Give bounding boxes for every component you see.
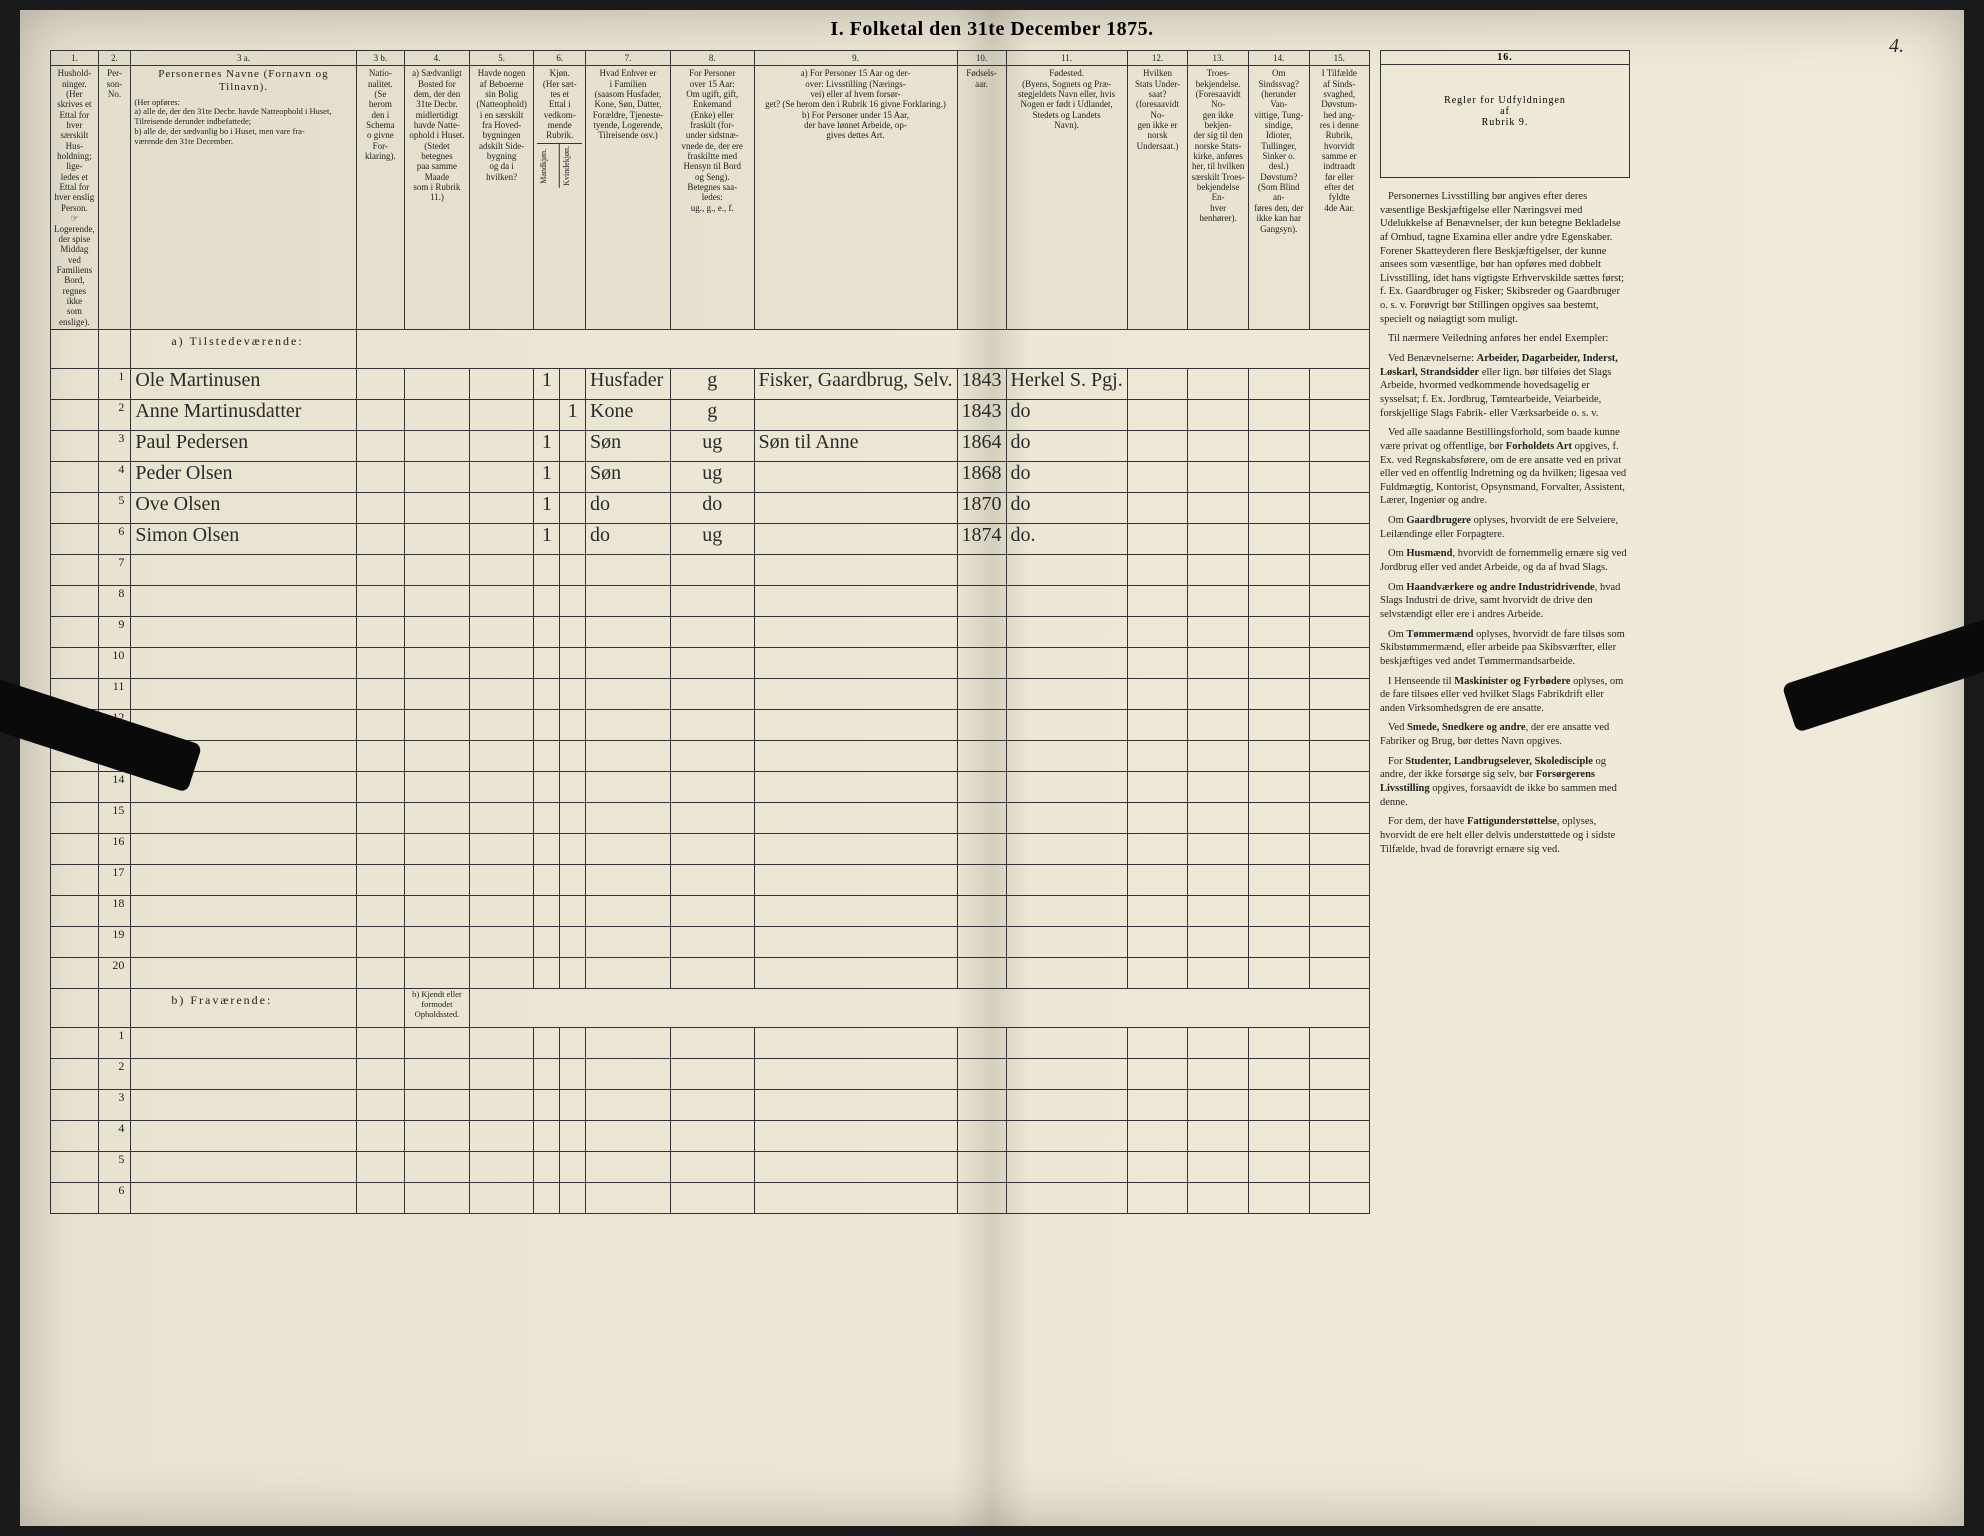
section-b-label: b) Fraværende:: [131, 988, 356, 1027]
table-row: 16: [51, 833, 1370, 864]
coln-3b: 3 b.: [356, 51, 405, 66]
hdr-9: a) For Personer 15 Aar og der-over: Livs…: [754, 66, 957, 330]
table-row: 19: [51, 926, 1370, 957]
hdr-4: a) SædvanligtBosted fordem, der den31te …: [405, 66, 470, 330]
coln-12: 12.: [1127, 51, 1188, 66]
table-row: 17: [51, 864, 1370, 895]
page-title: I. Folketal den 31te December 1875.: [20, 10, 1964, 41]
table-row: 2 Anne Martinusdatter 1 Kone g 1843 do: [51, 399, 1370, 430]
table-row: 6 Simon Olsen 1 do ug 1874 do.: [51, 523, 1370, 554]
coln-15: 15.: [1309, 51, 1369, 66]
table-row: 2: [51, 1058, 1370, 1089]
table-row: 11: [51, 678, 1370, 709]
coln-9: 9.: [754, 51, 957, 66]
hdr-11: Fødested.(Byens, Sognets og Præ-stegjeld…: [1006, 66, 1127, 330]
coln-7: 7.: [586, 51, 671, 66]
table-row: 10: [51, 647, 1370, 678]
hdr-1: Hushold-ninger.(Her skrives etEttal for …: [51, 66, 99, 330]
table-row: 3 Paul Pedersen 1 Søn ug Søn til Anne 18…: [51, 430, 1370, 461]
table-row: 3: [51, 1089, 1370, 1120]
table-row: 9: [51, 616, 1370, 647]
table-row: 4 Peder Olsen 1 Søn ug 1868 do: [51, 461, 1370, 492]
table-row: 15: [51, 802, 1370, 833]
coln-1: 1.: [51, 51, 99, 66]
coln-8: 8.: [670, 51, 754, 66]
hdr-3a: Personernes Navne (Fornavn og Tilnavn). …: [131, 66, 356, 330]
hdr-14: OmSindssvag?(herunder Van-vittige, Tung-…: [1249, 66, 1310, 330]
rules-text: Personernes Livsstilling bør angives eft…: [1380, 190, 1630, 862]
coln-2: 2.: [98, 51, 131, 66]
hdr-2: Per-son-No.: [98, 66, 131, 330]
ledger-spread: I. Folketal den 31te December 1875. 4. 1…: [20, 10, 1964, 1526]
hdr-3b: Natio-nalitet.(Seheromden iSchemao givne…: [356, 66, 405, 330]
table-row: 8: [51, 585, 1370, 616]
coln-4: 4.: [405, 51, 470, 66]
page-number: 4.: [1889, 35, 1904, 58]
table-row: 18: [51, 895, 1370, 926]
hdr-6: Kjøn.(Her sæt-tes etEttal ivedkom-mendeR…: [534, 66, 586, 330]
coln-13: 13.: [1188, 51, 1249, 66]
table-row: 4: [51, 1120, 1370, 1151]
hdr-7: Hvad Enhver eri Familien(saasom Husfader…: [586, 66, 671, 330]
table-row: 6: [51, 1182, 1370, 1213]
table-row: 5 Ove Olsen 1 do do 1870 do: [51, 492, 1370, 523]
binder-clip-right: [1782, 617, 1984, 733]
table-row: 1: [51, 1027, 1370, 1058]
hdr-5: Havde nogenaf Beboernesin Bolig(Natteoph…: [469, 66, 534, 330]
table-row: 7: [51, 554, 1370, 585]
census-table: 1. 2. 3 a. 3 b. 4. 5. 6. 7. 8. 9. 10. 11…: [50, 50, 1370, 1214]
table-row: 5: [51, 1151, 1370, 1182]
table-row: 12: [51, 709, 1370, 740]
hdr-15: I Tilfældeaf Sinds-svaghed,Døvstum-hed a…: [1309, 66, 1369, 330]
coln-14: 14.: [1249, 51, 1310, 66]
hdr-8: For Personerover 15 Aar:Om ugift, gift,E…: [670, 66, 754, 330]
hdr-13: Troes-bekjendelse.(Foresaavidt No-gen ik…: [1188, 66, 1249, 330]
table-row: 13: [51, 740, 1370, 771]
coln-5: 5.: [469, 51, 534, 66]
table-row: 20: [51, 957, 1370, 988]
hdr-12: HvilkenStats Under-saat?(foresaavidt No-…: [1127, 66, 1188, 330]
hdr-10: Fødsels-aar.: [957, 66, 1006, 330]
rules-header: 16. Regler for UdfyldningenafRubrik 9.: [1380, 50, 1630, 178]
section-a-label: a) Tilstedeværende:: [131, 329, 356, 368]
column-number-row: 1. 2. 3 a. 3 b. 4. 5. 6. 7. 8. 9. 10. 11…: [51, 51, 1370, 66]
coln-11: 11.: [1006, 51, 1127, 66]
table-row: 14: [51, 771, 1370, 802]
coln-6: 6.: [534, 51, 586, 66]
coln-3a: 3 a.: [131, 51, 356, 66]
header-row: Hushold-ninger.(Her skrives etEttal for …: [51, 66, 1370, 330]
coln-10: 10.: [957, 51, 1006, 66]
table-row: 1 Ole Martinusen 1 Husfader g Fisker, Ga…: [51, 368, 1370, 399]
